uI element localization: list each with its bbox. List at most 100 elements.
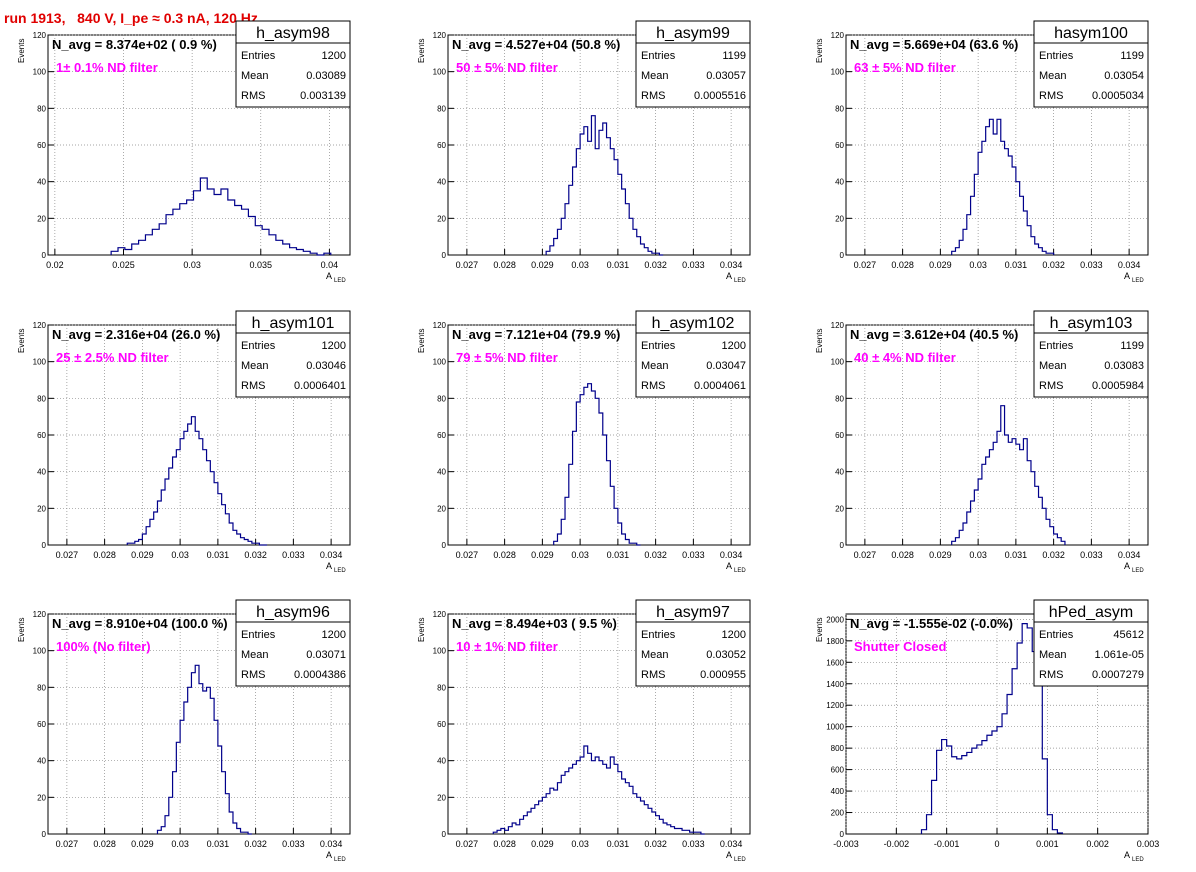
y-tick-label: 60: [437, 431, 446, 440]
y-tick-label: 0: [840, 251, 845, 260]
x-axis-title: A: [326, 561, 332, 571]
x-axis-title: A: [1124, 561, 1130, 571]
y-tick-label: 400: [831, 787, 845, 796]
x-tick-label: 0.002: [1086, 839, 1109, 849]
stats-rms-label: RMS: [241, 669, 265, 681]
y-tick-label: 200: [831, 809, 845, 818]
histogram-series: [951, 405, 1066, 545]
y-tick-label: 120: [33, 321, 47, 330]
x-tick-label: 0.032: [644, 839, 667, 849]
x-tick-label: 0.028: [891, 260, 914, 270]
histogram-panel-h_asym101: 0.027 0.028 0.029 0.03 0.031 0.032 0.033 0.034 2…: [17, 310, 351, 574]
y-tick-label: 0: [442, 251, 447, 260]
stats-entries-value: 1199: [722, 50, 746, 62]
x-tick-label: 0.028: [493, 839, 516, 849]
y-tick-label: 20: [437, 504, 446, 513]
x-tick-label: 0.033: [682, 839, 705, 849]
y-tick-label: 120: [831, 321, 845, 330]
y-tick-label: 40: [835, 178, 844, 187]
stats-entries-value: 1200: [322, 340, 346, 352]
stats-entries-label: Entries: [241, 340, 276, 352]
y-tick-label: 80: [437, 104, 446, 113]
x-tick-label: 0.029: [929, 550, 952, 560]
stats-entries-label: Entries: [1039, 629, 1074, 641]
y-tick-label: 120: [33, 610, 47, 619]
stats-rms-label: RMS: [241, 380, 265, 392]
y-tick-label: 40: [437, 468, 446, 477]
stats-rms-value: 0.000955: [700, 669, 746, 681]
y-tick-label: 60: [437, 720, 446, 729]
stats-title: hPed_asym: [1049, 604, 1134, 621]
stats-entries-label: Entries: [241, 629, 276, 641]
x-tick-label: 0.027: [854, 260, 877, 270]
x-tick-label: 0.034: [320, 550, 343, 560]
stats-mean-value: 0.03047: [706, 360, 746, 372]
stats-rms-label: RMS: [1039, 90, 1063, 102]
y-tick-label: 100: [831, 68, 845, 77]
stats-mean-label: Mean: [1039, 649, 1067, 661]
stats-box: [235, 599, 351, 687]
stats-rms-label: RMS: [1039, 380, 1063, 392]
stats-entries-label: Entries: [641, 50, 676, 62]
y-tick-label: 60: [437, 141, 446, 150]
x-tick-label: 0.031: [1005, 260, 1028, 270]
x-axis-title-sub: LED: [734, 857, 746, 863]
histogram-series: [156, 664, 252, 835]
stats-title: h_asym103: [1050, 315, 1133, 332]
y-tick-label: 20: [437, 214, 446, 223]
x-tick-label: 0.027: [854, 550, 877, 560]
x-tick-label: -0.002: [884, 839, 910, 849]
y-tick-label: 2000: [826, 615, 844, 624]
stats-mean-label: Mean: [641, 649, 669, 661]
x-tick-label: 0.034: [720, 260, 743, 270]
x-tick-label: 0.031: [607, 260, 630, 270]
y-tick-label: 120: [433, 31, 447, 40]
y-axis-title: Events: [815, 39, 824, 63]
x-tick-label: 0.029: [531, 550, 554, 560]
navg-label: N_avg = 3.612e+04 (40.5 %): [850, 327, 1018, 342]
stats-mean-label: Mean: [241, 649, 269, 661]
x-tick-label: 0.032: [1042, 260, 1065, 270]
y-tick-label: 40: [835, 468, 844, 477]
navg-label: N_avg = 4.527e+04 (50.8 %): [452, 37, 620, 52]
x-tick-label: 0.03: [571, 260, 589, 270]
y-tick-label: 60: [37, 720, 46, 729]
stats-title: h_asym97: [656, 604, 730, 621]
y-tick-label: 0: [42, 830, 47, 839]
stats-rms-label: RMS: [641, 90, 665, 102]
navg-label: N_avg = 5.669e+04 (63.6 %): [850, 37, 1018, 52]
y-tick-label: 80: [37, 104, 46, 113]
y-tick-label: 80: [437, 394, 446, 403]
y-tick-label: 100: [433, 358, 447, 367]
y-tick-label: 0: [42, 251, 47, 260]
stats-mean-value: 1.061e-05: [1094, 649, 1144, 661]
x-tick-label: 0.029: [929, 260, 952, 270]
x-axis-title: A: [726, 271, 732, 281]
x-tick-label: 0.028: [93, 550, 116, 560]
x-tick-label: 0.03: [571, 550, 589, 560]
x-tick-label: 0.033: [682, 550, 705, 560]
y-tick-label: 20: [37, 504, 46, 513]
filter-label: 63 ± 5% ND filter: [854, 60, 956, 75]
x-tick-label: 0.027: [456, 260, 479, 270]
y-tick-label: 0: [442, 541, 447, 550]
y-axis-title: Events: [815, 618, 824, 642]
stats-title: h_asym102: [652, 315, 735, 332]
x-tick-label: 0.03: [171, 839, 189, 849]
stats-box: [1033, 310, 1149, 398]
y-tick-label: 600: [831, 766, 845, 775]
stats-mean-label: Mean: [241, 360, 269, 372]
stats-rms-value: 0.0005984: [1092, 380, 1144, 392]
stats-mean-label: Mean: [1039, 70, 1067, 82]
y-tick-label: 0: [442, 830, 447, 839]
filter-label: 79 ± 5% ND filter: [456, 350, 558, 365]
filter-label: 10 ± 1% ND filter: [456, 639, 558, 654]
stats-box: [1033, 20, 1149, 108]
x-tick-label: 0.032: [644, 550, 667, 560]
filter-label: 1± 0.1% ND filter: [56, 60, 158, 75]
x-tick-label: 0.035: [250, 260, 273, 270]
filter-label: Shutter Closed: [854, 639, 947, 654]
x-tick-label: 0.028: [93, 839, 116, 849]
y-tick-label: 120: [433, 610, 447, 619]
y-tick-label: 40: [37, 178, 46, 187]
